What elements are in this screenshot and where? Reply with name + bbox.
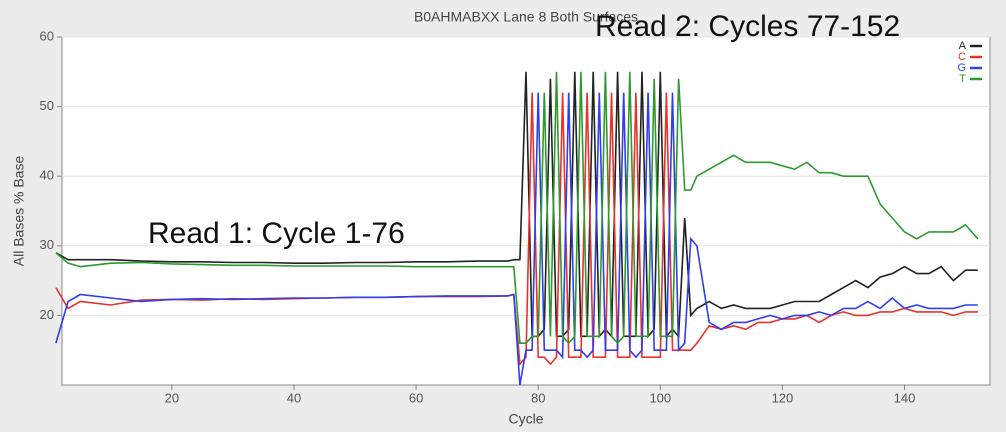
y-tick-label: 60 xyxy=(40,28,54,43)
legend-label: T xyxy=(959,73,966,85)
legend-label: G xyxy=(957,62,966,74)
y-tick-label: 20 xyxy=(40,307,54,322)
annotation: Read 1: Cycle 1-76 xyxy=(148,217,405,250)
annotation: Read 2: Cycles 77-152 xyxy=(595,10,900,43)
x-tick-label: 140 xyxy=(894,390,916,405)
chart-title: B0AHMABXX Lane 8 Both Surfaces xyxy=(414,9,638,25)
x-axis-label: Cycle xyxy=(508,411,543,427)
y-tick-label: 30 xyxy=(40,237,54,252)
x-tick-label: 120 xyxy=(772,390,794,405)
x-tick-label: 60 xyxy=(409,390,423,405)
legend-label: A xyxy=(959,40,967,52)
plot-lines xyxy=(55,36,990,386)
series-line xyxy=(55,71,979,345)
x-tick-label: 40 xyxy=(287,390,301,405)
series-line xyxy=(55,92,978,386)
x-tick-label: 100 xyxy=(649,390,671,405)
y-tick-label: 50 xyxy=(40,98,54,113)
x-tick-label: 20 xyxy=(165,390,179,405)
y-axis-label: All Bases % Base xyxy=(11,156,27,267)
x-tick-label: 80 xyxy=(531,390,545,405)
y-tick-label: 40 xyxy=(40,168,54,183)
legend-label: C xyxy=(958,51,966,63)
